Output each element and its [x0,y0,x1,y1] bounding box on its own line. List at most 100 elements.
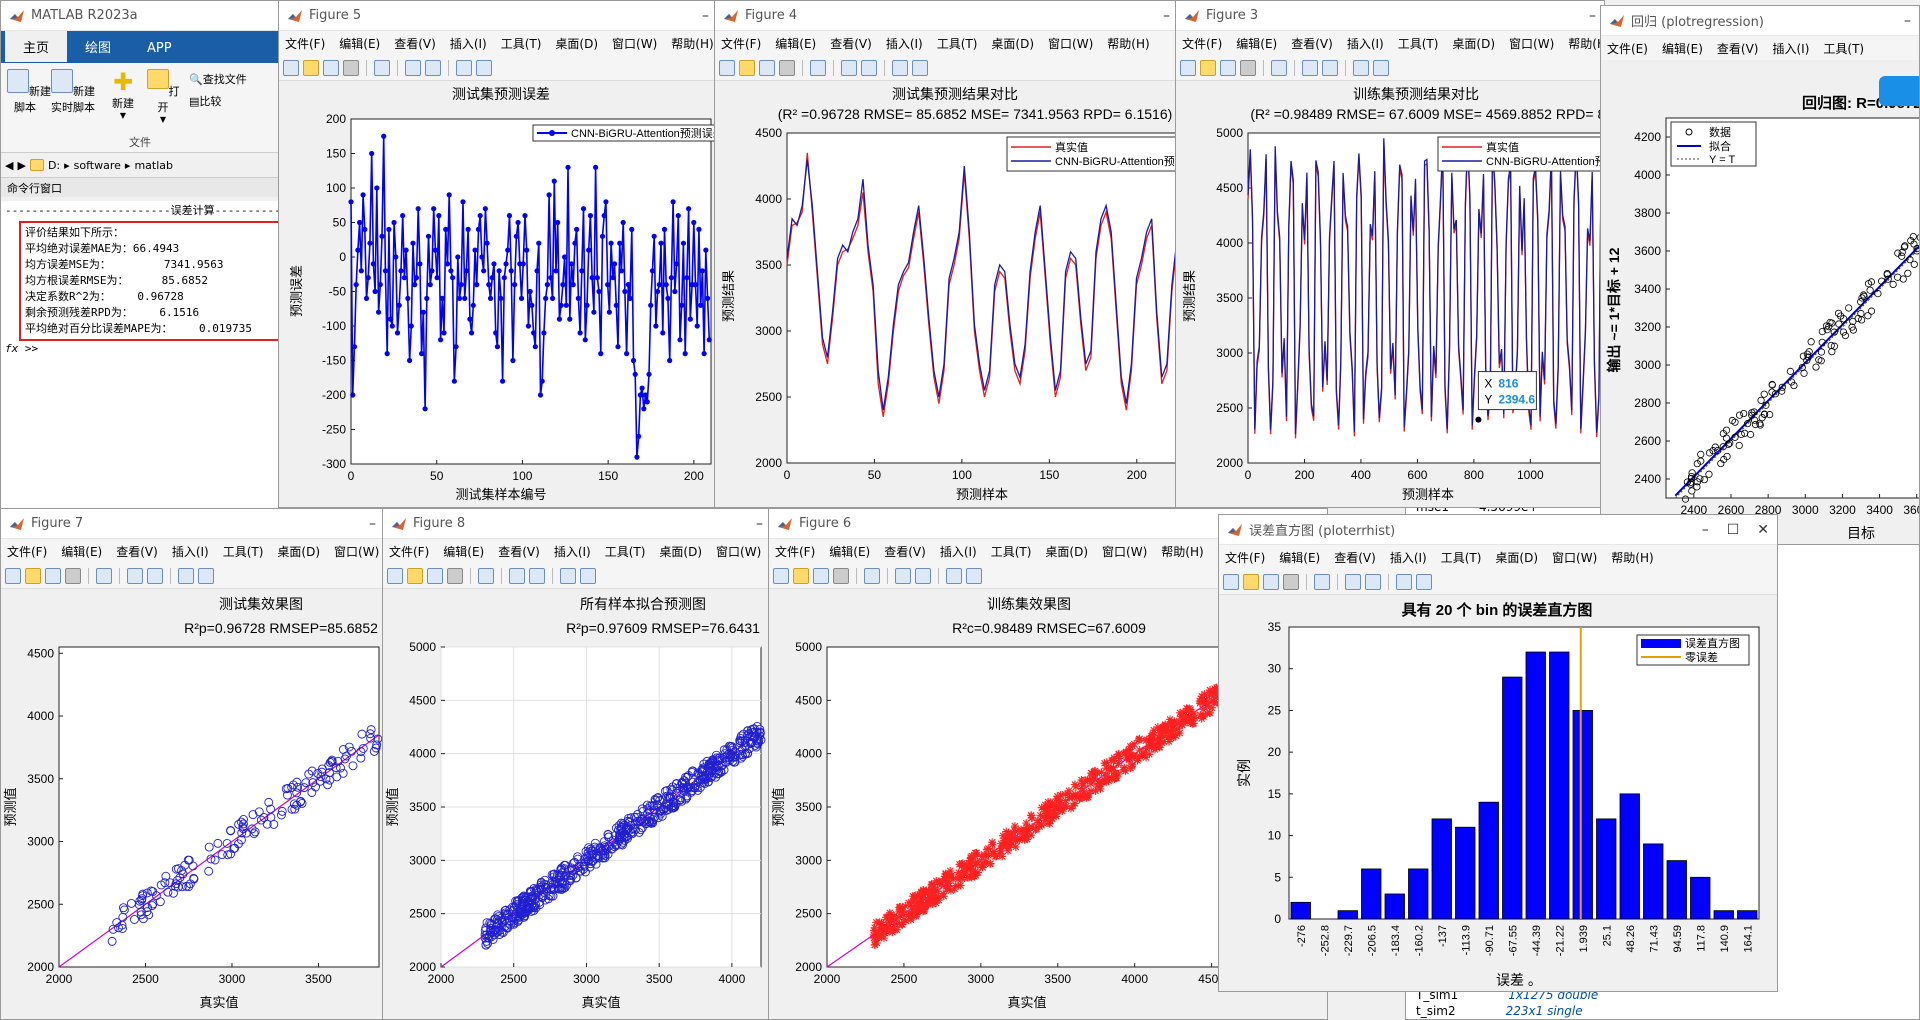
legend-icon[interactable] [1365,573,1381,590]
menu-item[interactable]: 帮助(H) [1107,36,1150,51]
menu-item[interactable]: 工具(T) [1440,550,1482,565]
compare-button[interactable]: ▤比较 [189,95,222,108]
print-icon[interactable] [1240,59,1256,76]
menu-item[interactable]: 编辑(E) [1236,36,1278,51]
menu-item[interactable]: 插入(I) [171,544,209,559]
menu-item[interactable]: 工具(T) [1823,41,1865,56]
menu-item[interactable]: 工具(T) [500,36,542,51]
property-icon[interactable] [198,567,214,584]
menu-item[interactable]: 帮助(H) [1161,544,1204,559]
menu-item[interactable]: 窗口(W) [1552,550,1598,565]
link-icon[interactable] [1271,59,1287,76]
open-icon[interactable] [407,567,423,584]
path-drive[interactable]: D: [47,158,61,172]
property-icon[interactable] [476,59,492,76]
property-icon[interactable] [966,567,982,584]
menu-item[interactable]: 查看(V) [1716,41,1759,56]
minimize-icon[interactable]: – [702,7,709,24]
menu-item[interactable]: 文件(F) [775,544,816,559]
menu-item[interactable]: 帮助(H) [671,36,714,51]
link-icon[interactable] [864,567,880,584]
path-software[interactable]: software [73,158,121,172]
property-icon[interactable] [1373,59,1389,76]
maximize-icon[interactable]: ☐ [1726,521,1740,538]
print-icon[interactable] [779,59,795,76]
save-icon[interactable] [427,567,443,584]
property-icon[interactable] [1416,573,1432,590]
legend-icon[interactable] [1322,59,1338,76]
menu-item[interactable]: 查看(V) [884,544,926,559]
menu-item[interactable]: 文件(F) [7,544,48,559]
new-figure-icon[interactable] [283,59,299,76]
legend-icon[interactable] [147,567,163,584]
menu-item[interactable]: 插入(I) [1346,36,1384,51]
save-icon[interactable] [1220,59,1236,76]
link-icon[interactable] [374,59,390,76]
menu-item[interactable]: 工具(T) [990,544,1032,559]
menu-item[interactable]: 窗口(W) [1509,36,1555,51]
property-icon[interactable] [580,567,596,584]
menu-item[interactable]: 查看(V) [116,544,158,559]
menu-item[interactable]: 工具(T) [936,36,978,51]
pointer-icon[interactable] [560,567,576,584]
command-prompt[interactable]: fx >> [5,342,39,355]
save-icon[interactable] [1263,573,1279,590]
menu-item[interactable]: 插入(I) [1389,550,1427,565]
menu-item[interactable]: 查看(V) [830,36,872,51]
colorbar-icon[interactable] [895,567,911,584]
new-figure-icon[interactable] [773,567,789,584]
new-script-button[interactable]: 新建 脚本 [7,69,51,115]
menu-item[interactable]: 桌面(D) [1495,550,1539,565]
menu-item[interactable]: 文件(F) [389,544,430,559]
link-icon[interactable] [810,59,826,76]
new-figure-icon[interactable] [387,567,403,584]
menu-item[interactable]: 查看(V) [394,36,436,51]
pointer-icon[interactable] [456,59,472,76]
menu-item[interactable]: 工具(T) [1397,36,1439,51]
legend-icon[interactable] [915,567,931,584]
link-icon[interactable] [478,567,494,584]
new-figure-icon[interactable] [5,567,21,584]
new-figure-icon[interactable] [719,59,735,76]
menu-item[interactable]: 插入(I) [885,36,923,51]
menu-item[interactable]: 编辑(E) [339,36,381,51]
menu-item[interactable]: 桌面(D) [659,544,703,559]
find-files-button[interactable]: 🔍查找文件 [189,73,247,86]
link-icon[interactable] [1314,573,1330,590]
menu-item[interactable]: 窗口(W) [1102,544,1148,559]
menu-item[interactable]: 工具(T) [604,544,646,559]
pointer-icon[interactable] [1396,573,1412,590]
menu-item[interactable]: 文件(E) [1607,41,1648,56]
menu-item[interactable]: 窗口(W) [334,544,380,559]
minimize-icon[interactable]: – [756,515,763,532]
colorbar-icon[interactable] [1302,59,1318,76]
colorbar-icon[interactable] [405,59,421,76]
tab-home[interactable]: 主页 [5,31,68,62]
menu-item[interactable]: 文件(F) [1182,36,1223,51]
colorbar-icon[interactable] [1345,573,1361,590]
menu-item[interactable]: 插入(I) [1772,41,1810,56]
pointer-icon[interactable] [178,567,194,584]
new-figure-icon[interactable] [1223,573,1239,590]
menu-item[interactable]: 帮助(H) [1568,36,1604,51]
menu-item[interactable]: 查看(V) [498,544,540,559]
save-icon[interactable] [813,567,829,584]
menu-item[interactable]: 窗口(W) [716,544,762,559]
menu-item[interactable]: 查看(V) [1334,550,1376,565]
legend-icon[interactable] [529,567,545,584]
menu-item[interactable]: 桌面(D) [991,36,1035,51]
open-button[interactable]: 打开 ▼ [145,69,181,124]
menu-item[interactable]: 文件(F) [285,36,326,51]
tab-apps[interactable]: APP [147,41,172,56]
menu-item[interactable]: 工具(T) [222,544,264,559]
print-icon[interactable] [833,567,849,584]
open-icon[interactable] [1243,573,1259,590]
pointer-icon[interactable] [892,59,908,76]
open-icon[interactable] [793,567,809,584]
link-icon[interactable] [96,567,112,584]
save-icon[interactable] [323,59,339,76]
menu-item[interactable]: 帮助(H) [1611,550,1654,565]
menu-item[interactable]: 桌面(D) [277,544,321,559]
print-icon[interactable] [1283,573,1299,590]
print-icon[interactable] [65,567,81,584]
